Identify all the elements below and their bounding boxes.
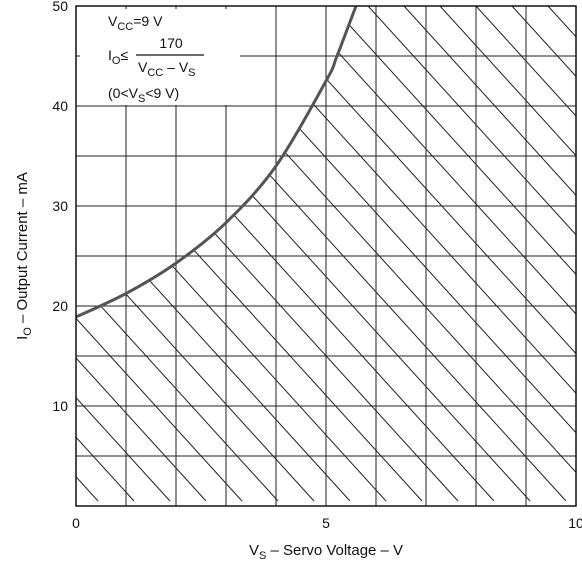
hatch-line: [295, 6, 576, 502]
y-tick-label: 40: [52, 98, 68, 114]
y-axis-label: IO – Output Current – mA: [14, 172, 34, 340]
x-tick-label: 0: [72, 515, 80, 531]
hatch-line: [259, 6, 576, 502]
hatch-line: [0, 6, 62, 501]
annotation-range: (0<VS<9 V): [108, 85, 179, 105]
hatch-line: [223, 6, 576, 502]
x-axis-ticks: 0 5 10: [72, 515, 582, 531]
hatch-line: [475, 6, 576, 502]
hatch-line: [76, 6, 279, 502]
hatch-line: [367, 6, 576, 502]
hatch-line: [439, 6, 576, 502]
x-tick-label: 10: [568, 515, 582, 531]
x-axis-label: VS – Servo Voltage – V: [249, 542, 403, 562]
annotation-vcc: VCC=9 V: [108, 13, 163, 33]
y-tick-label: 30: [52, 198, 68, 214]
y-axis-ticks: 10 20 30 40 50: [52, 0, 68, 414]
y-tick-label: 10: [52, 398, 68, 414]
hatch-line: [76, 6, 423, 502]
y-tick-label: 20: [52, 298, 68, 314]
formula-annotation: VCC=9 V IO≤ 170 VCC – VS (0<VS<9 V): [80, 9, 240, 105]
y-tick-label: 50: [52, 0, 68, 14]
plot-frame: [75, 5, 577, 507]
hatch-line: [76, 6, 171, 502]
annotation-numerator: 170: [159, 35, 183, 51]
hatch-line: [403, 6, 576, 502]
annotation-denominator: VCC – VS: [138, 59, 196, 79]
hatch-line: [331, 6, 576, 502]
hatch-line: [76, 6, 243, 502]
annotation-io: IO≤: [108, 47, 128, 67]
hatch-line: [511, 6, 576, 502]
grid-lines: [76, 6, 576, 506]
x-tick-label: 5: [322, 515, 330, 531]
series-curve: [75, 5, 358, 319]
hatch-line: [547, 6, 576, 502]
hatch-line: [76, 6, 207, 502]
